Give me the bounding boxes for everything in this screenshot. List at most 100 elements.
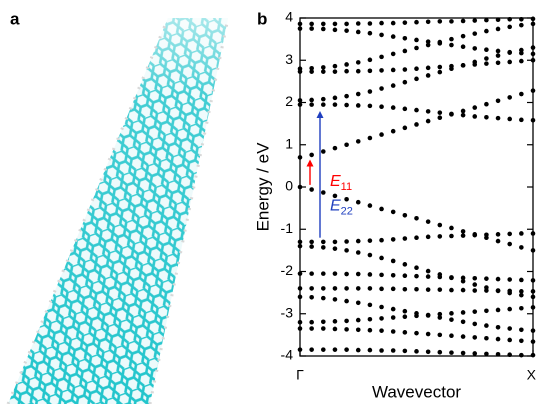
band-point [309, 97, 314, 103]
band-point [367, 203, 373, 208]
band-point [297, 239, 303, 245]
band-point [355, 271, 361, 277]
band-point [507, 306, 512, 312]
band-point [472, 288, 478, 293]
band-point [414, 107, 419, 113]
band-point [507, 277, 512, 282]
x-tick-label: Γ [296, 367, 304, 383]
label-subscript: 22 [341, 205, 353, 217]
band-point [344, 286, 349, 291]
band-point [321, 190, 326, 195]
band-point [519, 289, 524, 294]
band-point [414, 19, 419, 25]
band-point [344, 21, 349, 27]
band-point [530, 88, 536, 93]
band-point [414, 76, 419, 82]
band-point [507, 24, 512, 30]
band-point [530, 278, 536, 283]
band-point [519, 50, 524, 56]
band-point [321, 26, 326, 32]
band-point [355, 68, 361, 74]
band-point [344, 196, 349, 202]
band-point [332, 271, 338, 276]
band-point [472, 335, 478, 340]
band-point [507, 241, 512, 247]
band-point [530, 294, 536, 300]
band-point [449, 19, 454, 24]
band-point [309, 244, 314, 249]
band-point [425, 312, 431, 318]
band-point [367, 272, 373, 277]
band-point [367, 252, 373, 258]
band-point [495, 60, 501, 66]
band-point [402, 20, 408, 25]
band-point [484, 17, 489, 23]
band-point [414, 273, 419, 279]
band-point [495, 53, 501, 58]
band-point [402, 236, 408, 241]
band-point [297, 271, 303, 276]
band-point [390, 105, 396, 110]
band-point [332, 102, 338, 107]
band-point [367, 89, 373, 94]
band-point [309, 152, 314, 158]
y-tick-label: -2 [281, 262, 294, 278]
band-point [402, 314, 408, 320]
band-point [495, 26, 501, 32]
band-point [530, 21, 536, 27]
band-point [507, 352, 512, 358]
x-tick-label: X [527, 367, 536, 383]
band-point [344, 347, 349, 352]
band-point [344, 28, 349, 33]
band-point [321, 102, 326, 107]
band-point [484, 351, 489, 357]
band-point [507, 337, 512, 343]
band-point [425, 19, 431, 25]
band-point [484, 28, 489, 34]
band-point [321, 319, 326, 325]
band-point [321, 295, 326, 301]
band-point [495, 232, 501, 237]
band-point [379, 237, 384, 243]
band-point [437, 315, 443, 320]
band-point [460, 63, 466, 68]
band-point [344, 248, 349, 253]
band-point [390, 286, 396, 292]
band-point [530, 45, 536, 50]
band-point [495, 352, 501, 357]
band-point [344, 271, 349, 277]
band-point [414, 45, 419, 51]
band-point [530, 248, 536, 253]
band-point [309, 187, 314, 192]
band-point [332, 21, 338, 27]
band-point [484, 232, 489, 238]
band-point [495, 288, 501, 294]
band-point [402, 330, 408, 335]
band-point [344, 93, 349, 99]
band-point [484, 288, 489, 293]
band-point [297, 243, 303, 249]
band-point [321, 239, 326, 245]
band-point [519, 117, 524, 123]
band-point [460, 287, 466, 293]
band-point [519, 277, 524, 283]
band-point [460, 229, 466, 234]
band-point [390, 34, 396, 39]
band-point [379, 348, 384, 353]
ribbon-image [6, 17, 230, 404]
band-point [390, 329, 396, 334]
band-point [437, 64, 443, 70]
band-point [414, 349, 419, 354]
band-point [309, 347, 314, 352]
band-point [484, 308, 489, 314]
band-point [472, 275, 478, 281]
band-point [460, 112, 466, 118]
y-axis-label: Energy / eV [253, 142, 272, 231]
band-point [309, 69, 314, 74]
band-point [344, 327, 349, 332]
band-point [297, 319, 303, 325]
band-point [530, 16, 536, 22]
y-tick-label: 3 [285, 51, 293, 67]
band-point [379, 20, 384, 26]
band-point [355, 317, 361, 323]
